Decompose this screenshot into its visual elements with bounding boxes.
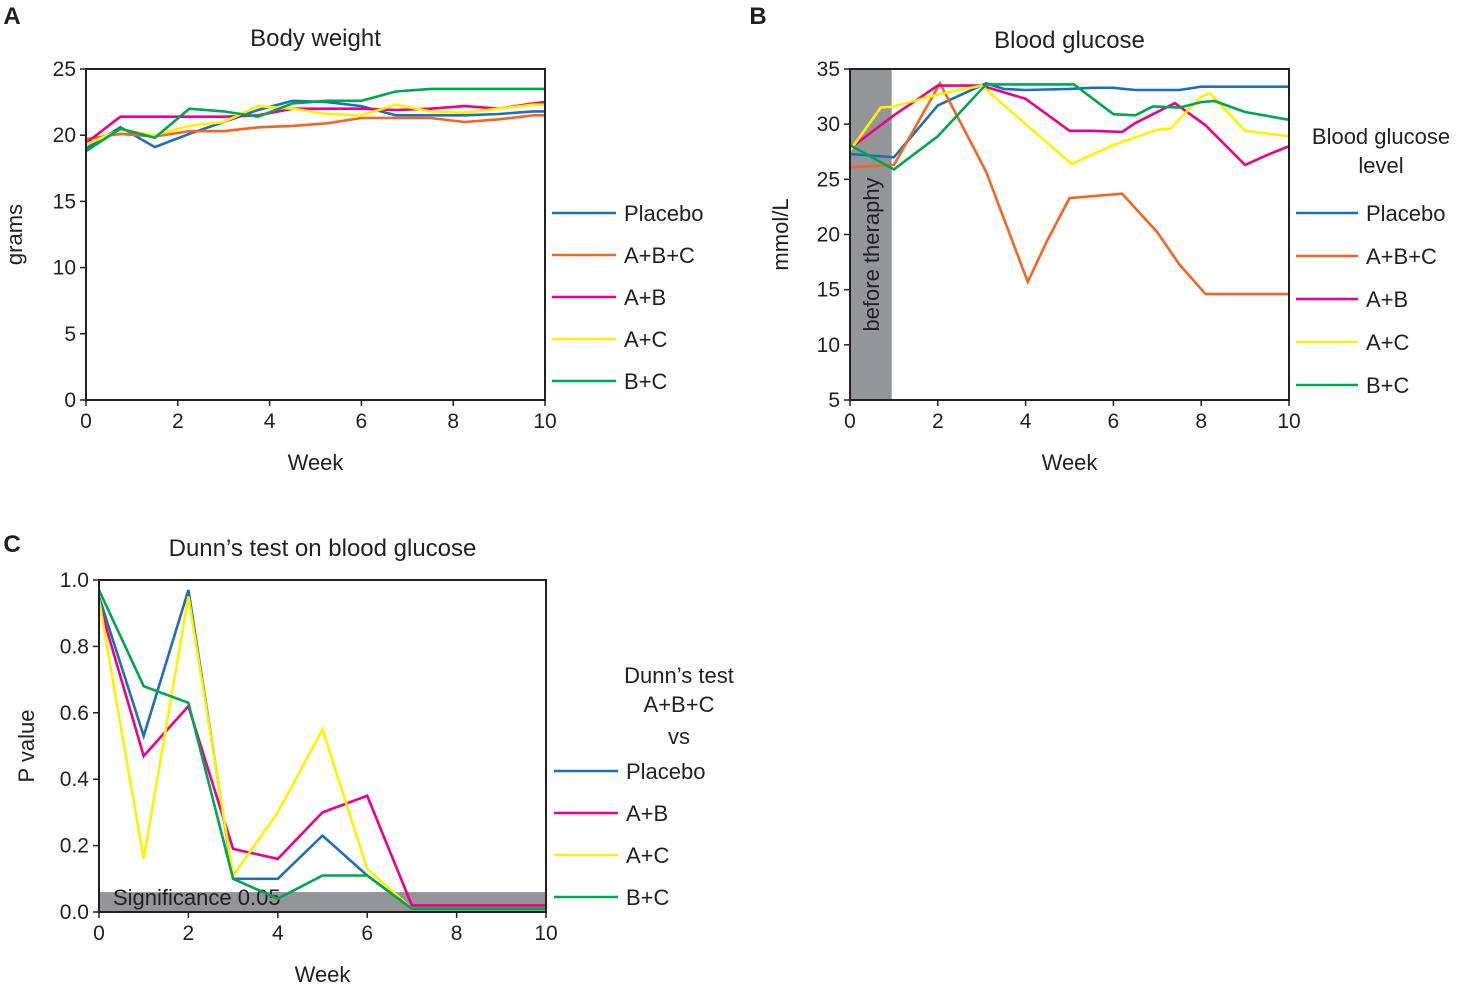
y-tick-label: 20	[53, 124, 76, 147]
legend-label-ac: A+C	[626, 843, 670, 868]
legend-title: A+B+C	[644, 692, 715, 717]
x-tick-label: 8	[1195, 410, 1207, 433]
x-tick-label: 0	[844, 410, 856, 433]
series-line-abc	[849, 80, 1289, 296]
x-tick-label: 0	[80, 410, 92, 433]
y-axis-label-A: grams	[2, 204, 27, 265]
x-tick-label: 2	[183, 922, 195, 945]
y-tick-label: 0.2	[60, 835, 89, 858]
y-axis-label-B: mmol/L	[768, 198, 793, 270]
x-tick-label: 6	[1108, 410, 1120, 433]
series-line-ab	[849, 84, 1290, 167]
legend-label-ac: A+C	[624, 327, 668, 352]
series-line-placebo	[849, 81, 1289, 159]
y-tick-label: 25	[53, 58, 76, 81]
plot-frame-A	[85, 68, 546, 401]
plot-frame-C	[98, 579, 547, 913]
chart-title-C: Dunn’s test on blood glucose	[169, 535, 477, 562]
legend-title: vs	[668, 724, 690, 749]
x-tick-label: 4	[264, 410, 276, 433]
series-line-ac	[848, 84, 1290, 166]
y-tick-label: 0.8	[60, 635, 89, 658]
y-tick-label: 1.0	[60, 569, 89, 592]
legend-label-ab: A+B	[1366, 287, 1408, 312]
x-tick-label: 6	[356, 410, 368, 433]
series-line-placebo	[97, 589, 546, 911]
legend-title: level	[1358, 153, 1403, 178]
y-tick-label: 35	[817, 58, 840, 81]
panel-label-B: B	[749, 3, 766, 30]
series-line-ab	[85, 100, 546, 145]
legend-label-placebo: Placebo	[626, 759, 706, 784]
panel-C: C Dunn’s test on blood glucose Significanc…	[3, 531, 734, 987]
series-line-abc	[85, 114, 545, 141]
y-tick-label: 0.0	[60, 901, 89, 924]
y-tick-label: 5	[828, 389, 840, 412]
chart-title-B: Blood glucose	[994, 27, 1145, 54]
series-line-bc	[849, 83, 1290, 171]
series-line-ac	[97, 596, 546, 911]
x-axis-label-B: Week	[1042, 450, 1099, 475]
x-axis-label-C: Week	[295, 962, 352, 987]
y-tick-label: 30	[817, 113, 840, 136]
shaded-region-label: before theraphy	[859, 177, 884, 331]
legend-label-ab: A+B	[626, 801, 668, 826]
x-tick-label: 8	[447, 410, 459, 433]
shaded-region-label: Significance 0.05	[113, 885, 281, 910]
x-axis-label-A: Week	[288, 450, 345, 475]
y-tick-label: 5	[64, 323, 76, 346]
x-tick-label: 10	[1277, 410, 1300, 433]
chart-title-A: Body weight	[250, 25, 381, 52]
legend-label-bc: B+C	[624, 369, 668, 394]
x-tick-label: 0	[93, 922, 105, 945]
legend-title: Dunn’s test	[624, 663, 734, 688]
y-tick-label: 15	[817, 279, 840, 302]
legend-label-placebo: Placebo	[624, 201, 704, 226]
y-tick-label: 15	[53, 190, 76, 213]
legend-label-ac: A+C	[1366, 330, 1410, 355]
shaded-region-significance	[99, 892, 546, 912]
y-tick-label: 10	[817, 334, 840, 357]
y-tick-label: 20	[817, 224, 840, 247]
y-tick-label: 0.6	[60, 702, 89, 725]
x-tick-label: 8	[451, 922, 463, 945]
legend-label-ab: A+B	[624, 285, 666, 310]
y-tick-label: 25	[817, 168, 840, 191]
y-axis-label-C: P value	[14, 710, 39, 783]
x-tick-label: 10	[533, 410, 556, 433]
y-tick-label: 0	[64, 389, 76, 412]
panel-label-C: C	[3, 531, 20, 558]
shaded-region-before-therapy	[850, 69, 892, 400]
series-line-bc	[85, 87, 545, 153]
x-tick-label: 4	[272, 922, 284, 945]
legend-label-abc: A+B+C	[624, 243, 695, 268]
legend-label-abc: A+B+C	[1366, 244, 1437, 269]
legend-title: Blood glucose	[1312, 124, 1450, 149]
panel-B: B Blood glucose before theraphy 0 2 4 6 8 10 5 10 1…	[749, 3, 1450, 475]
legend-label-placebo: Placebo	[1366, 201, 1446, 226]
series-line-ab	[97, 602, 546, 907]
series-line-bc	[97, 589, 546, 911]
x-tick-label: 6	[361, 922, 373, 945]
plot-frame-B	[849, 68, 1290, 401]
series-line-ac	[85, 103, 545, 146]
x-tick-label: 2	[172, 410, 184, 433]
x-tick-label: 10	[534, 922, 557, 945]
y-tick-label: 0.4	[60, 768, 90, 791]
y-tick-label: 10	[53, 257, 76, 280]
x-tick-label: 2	[932, 410, 944, 433]
x-tick-label: 4	[1020, 410, 1032, 433]
panel-label-A: A	[3, 3, 20, 30]
legend-label-bc: B+C	[626, 885, 670, 910]
legend-label-bc: B+C	[1366, 373, 1410, 398]
panel-A: A Body weight 0 2 4 6 8 10 0 5 10 15 20 25 Week grams Pl…	[2, 3, 704, 475]
